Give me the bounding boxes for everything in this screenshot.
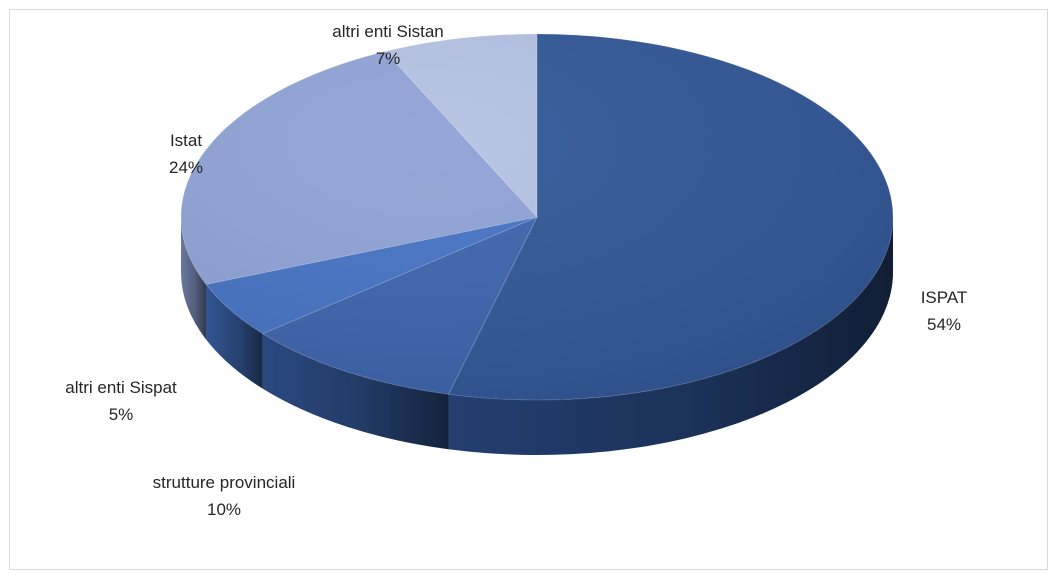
slice-label-value: 7% <box>376 49 401 68</box>
slice-label-value: 10% <box>207 500 241 519</box>
slice-label-value: 54% <box>927 315 961 334</box>
pie-top <box>180 33 894 401</box>
pie-side-shade-3 <box>181 217 206 340</box>
slice-label-name: Istat <box>170 131 202 150</box>
slice-label-name: strutture provinciali <box>153 473 296 492</box>
slice-label-value: 5% <box>109 405 134 424</box>
pie-side-shade-2 <box>205 284 263 389</box>
pie-side-shade-0 <box>448 217 893 456</box>
slice-label-name: ISPAT <box>921 288 968 307</box>
slice-label-value: 24% <box>169 158 203 177</box>
pie-side-shade-1 <box>262 333 449 450</box>
slice-label-name: altri enti Sistan <box>332 22 444 41</box>
slice-label-name: altri enti Sispat <box>65 378 177 397</box>
pie-sides <box>181 217 893 456</box>
pie-labels: ISPAT 54% strutture provinciali 10% altri en… <box>65 22 967 519</box>
pie-top-shade <box>181 34 893 400</box>
